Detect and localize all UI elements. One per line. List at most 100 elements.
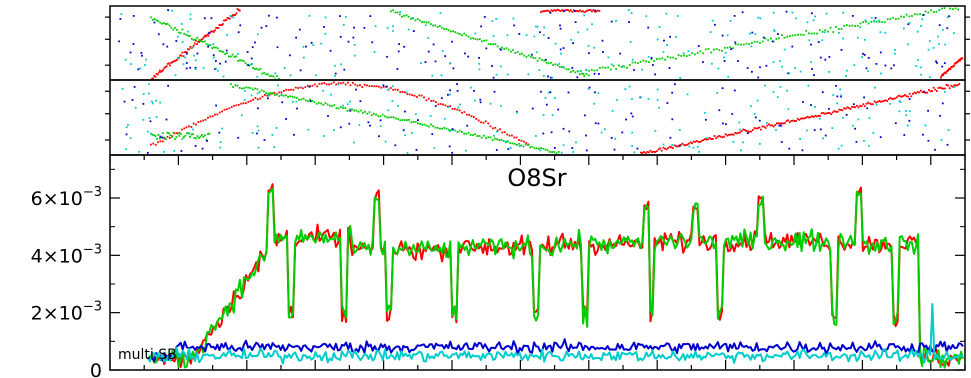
- top-scatter-point: [233, 56, 236, 58]
- top-scatter-point: [828, 56, 831, 58]
- top-scatter-point: [545, 61, 548, 64]
- middle-scatter-point: [927, 139, 930, 142]
- middle-scatter-point: [908, 119, 911, 122]
- middle-scatter-point: [750, 130, 753, 133]
- middle-scatter-point: [761, 125, 764, 128]
- middle-scatter-point: [463, 132, 465, 135]
- middle-scatter-point: [702, 139, 705, 141]
- top-scatter-point: [697, 45, 700, 47]
- top-scatter-point: [741, 11, 744, 14]
- middle-scatter-point: [356, 84, 359, 87]
- top-scatter-point: [797, 33, 799, 36]
- top-scatter-point: [523, 54, 526, 57]
- top-scatter-point: [650, 57, 653, 59]
- top-scatter-point: [905, 13, 908, 16]
- top-scatter-point: [551, 76, 554, 79]
- middle-scatter-point: [551, 114, 554, 117]
- top-scatter-point: [543, 10, 545, 13]
- middle-scatter-point: [241, 87, 243, 90]
- middle-scatter-point: [790, 120, 793, 122]
- middle-scatter-point: [159, 101, 161, 104]
- top-scatter-point: [141, 54, 143, 57]
- middle-scatter-point: [518, 145, 521, 148]
- top-scatter-point: [251, 46, 254, 49]
- middle-scatter-point: [496, 138, 498, 141]
- top-scatter-point: [938, 9, 941, 12]
- top-scatter-point: [951, 8, 954, 10]
- middle-scatter-point: [434, 105, 437, 107]
- middle-scatter-point: [469, 134, 472, 136]
- middle-scatter-point: [240, 102, 243, 105]
- top-scatter-point: [585, 73, 588, 75]
- middle-scatter-point: [250, 94, 253, 97]
- middle-scatter-point: [748, 130, 751, 133]
- top-scatter-point: [397, 50, 400, 53]
- top-scatter-point: [189, 46, 192, 48]
- middle-scatter-point: [172, 131, 175, 134]
- top-scatter-point: [724, 51, 727, 54]
- top-scatter-point: [162, 43, 165, 46]
- middle-scatter-point: [307, 100, 309, 102]
- middle-scatter-point: [542, 147, 545, 150]
- middle-scatter-point: [625, 118, 627, 121]
- middle-scatter-point: [923, 90, 926, 93]
- top-scatter-point: [172, 28, 175, 31]
- top-scatter-point: [214, 68, 216, 70]
- middle-scatter-point: [906, 124, 909, 127]
- middle-scatter-point: [199, 120, 202, 123]
- middle-scatter-point: [611, 110, 614, 112]
- top-scatter-point: [749, 32, 751, 35]
- middle-scatter-point: [162, 132, 164, 135]
- top-scatter-point: [441, 50, 444, 52]
- middle-scatter-point: [297, 87, 300, 89]
- middle-scatter-point: [271, 92, 274, 95]
- middle-scatter-point: [451, 108, 454, 110]
- middle-scatter-point: [121, 87, 124, 90]
- top-scatter-point: [424, 24, 427, 27]
- middle-scatter-point: [195, 137, 197, 140]
- middle-scatter-point: [771, 124, 773, 127]
- top-scatter-point: [791, 34, 794, 37]
- middle-scatter-point: [165, 118, 168, 121]
- middle-scatter-point: [344, 83, 347, 86]
- top-scatter-point: [196, 43, 198, 45]
- middle-scatter-point: [131, 99, 134, 101]
- top-scatter-point: [270, 74, 273, 77]
- top-scatter-point: [907, 23, 910, 26]
- top-scatter-point: [152, 77, 155, 80]
- top-scatter-point: [485, 47, 488, 50]
- top-scatter-point: [516, 51, 519, 53]
- middle-scatter-point: [216, 113, 219, 116]
- top-scatter-point: [626, 66, 628, 69]
- middle-scatter-point: [732, 133, 735, 136]
- top-scatter-point: [810, 61, 813, 63]
- top-scatter-point: [238, 9, 241, 12]
- middle-scatter-point: [378, 85, 380, 88]
- middle-scatter-point: [908, 92, 911, 95]
- top-scatter-point: [961, 57, 964, 59]
- top-scatter-point: [299, 69, 302, 72]
- top-scatter-point: [206, 33, 209, 36]
- middle-scatter-point: [678, 145, 681, 147]
- top-scatter-point: [431, 74, 434, 77]
- top-scatter-point: [879, 31, 882, 34]
- top-scatter-point: [552, 10, 554, 12]
- top-scatter-point: [228, 17, 231, 20]
- top-scatter-point: [432, 43, 435, 46]
- middle-scatter-point: [908, 110, 911, 113]
- middle-scatter-point: [662, 146, 665, 149]
- top-scatter-point: [177, 35, 179, 38]
- top-scatter-point: [920, 73, 923, 76]
- top-scatter-point: [161, 22, 163, 25]
- middle-scatter-point: [494, 126, 497, 129]
- middle-scatter-point: [483, 134, 485, 137]
- top-scatter-point: [886, 18, 889, 21]
- middle-scatter-point: [382, 86, 385, 88]
- middle-scatter-point: [947, 129, 950, 131]
- middle-scatter-point: [956, 84, 959, 86]
- top-scatter-point: [347, 40, 350, 43]
- middle-scatter-point: [406, 119, 408, 121]
- top-scatter-point: [339, 36, 342, 38]
- top-scatter-point: [699, 50, 702, 53]
- top-scatter-point: [574, 21, 577, 23]
